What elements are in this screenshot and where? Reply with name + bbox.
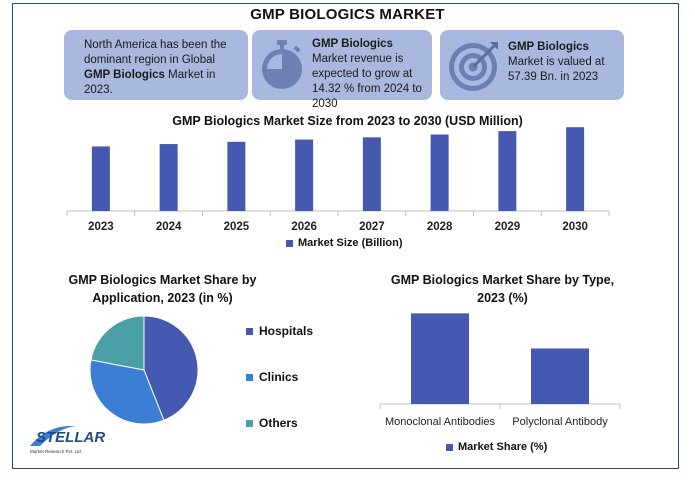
- legend-label: Market Size (Billion): [298, 237, 403, 249]
- info-card-growth: GMP Biologics Market revenue is expected…: [252, 30, 432, 110]
- legend-swatch: [446, 443, 453, 451]
- page-title: GMP BIOLOGICS MARKET: [250, 6, 445, 23]
- pie-legend-clinics: Clinics: [246, 370, 298, 384]
- infographic-frame: [12, 3, 679, 469]
- type-share-legend: Market Share (%): [446, 441, 547, 453]
- pie-legend-others: Others: [246, 416, 298, 430]
- legend-label: Clinics: [259, 370, 299, 384]
- target-icon: [449, 42, 498, 91]
- legend-swatch: [246, 419, 253, 427]
- stellar-logo-mark: STELLAR Market Research Pvt. Ltd.: [30, 425, 105, 454]
- card-text-bold: GMP Biologics: [508, 41, 589, 53]
- card-text-bold: GMP Biologics: [312, 38, 393, 50]
- legend-label: Hospitals: [259, 324, 314, 338]
- info-card-region: North America has been the dominant regi…: [64, 30, 248, 100]
- info-card-value: GMP Biologics Market is valued at 57.39 …: [440, 30, 624, 100]
- card-text-bold: GMP Biologics: [84, 69, 165, 81]
- stopwatch-icon: [262, 40, 302, 89]
- legend-swatch: [246, 327, 253, 335]
- market-size-legend: Market Size (Billion): [286, 237, 403, 249]
- pie-legend-hospitals: Hospitals: [246, 324, 313, 338]
- card-text-post: Market revenue is expected to grow at 14…: [312, 53, 422, 110]
- legend-label: Others: [259, 416, 298, 430]
- market-size-chart-title: GMP Biologics Market Size from 2023 to 2…: [172, 114, 523, 128]
- card-text-post: Market is valued at 57.39 Bn. in 2023: [508, 56, 605, 83]
- card-text-post: Market in 2023.: [84, 69, 216, 96]
- legend-swatch: [246, 373, 253, 381]
- svg-text:STELLAR: STELLAR: [36, 429, 105, 446]
- legend-swatch: [286, 239, 293, 247]
- card-text-pre: North America has been the dominant regi…: [84, 39, 227, 66]
- legend-label: Market Share (%): [458, 441, 548, 453]
- stellar-logo: STELLAR Market Research Pvt. Ltd.: [28, 420, 108, 461]
- type-share-chart-title: GMP Biologics Market Share by Type, 2023…: [390, 273, 615, 305]
- application-share-chart-title: GMP Biologics Market Share by Applicatio…: [68, 273, 257, 305]
- svg-text:Market Research Pvt. Ltd.: Market Research Pvt. Ltd.: [30, 449, 82, 454]
